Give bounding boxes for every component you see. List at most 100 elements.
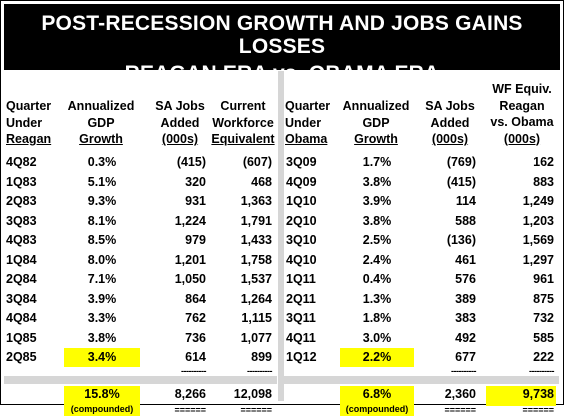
reagan-jobs-cell: 864	[185, 291, 206, 306]
reagan-wf-cell: 1,537	[240, 272, 272, 286]
reagan-total-jobs: 8,266	[174, 386, 206, 401]
obama-gdp-header: Annualized GDP Growth	[342, 99, 410, 146]
obama-total-jobs: 2,360	[444, 386, 476, 401]
obama-wf-cell: 585	[533, 330, 554, 345]
obama-gdp-cell: 2.2%	[340, 348, 414, 367]
reagan-wf-cell: 899	[251, 350, 272, 364]
obama-jobs-cell: (769)	[446, 155, 476, 169]
reagan-wf-cell: 1,758	[240, 252, 272, 267]
reagan-wf-cell: (607)	[242, 155, 272, 169]
obama-wf-cell: 875	[533, 291, 554, 306]
panel-divider	[278, 71, 284, 401]
reagan-wf-cell: 468	[251, 174, 272, 189]
obama-q-cell: 4Q11	[286, 330, 316, 345]
title-line-1: POST-RECESSION GROWTH AND JOBS GAINS LOS…	[41, 12, 523, 58]
obama-q-cell: 4Q09	[286, 174, 317, 189]
reagan-wf-cell: 1,433	[240, 233, 272, 247]
obama-jobs-cell: 383	[455, 311, 476, 325]
obama-wf-cell: 162	[533, 155, 554, 169]
reagan-wf-dash: ----------	[247, 365, 272, 376]
reagan-jobs-cell: 614	[185, 350, 206, 364]
obama-q-cell: 1Q10	[286, 194, 317, 208]
obama-quarter-header: Quarter Under Obama	[285, 99, 331, 146]
reagan-wf-cell: 1,077	[240, 330, 272, 345]
reagan-gdp-cell: 3.4%	[64, 348, 140, 367]
reagan-q-cell: 1Q85	[6, 330, 37, 345]
obama-jobs-dash: ----------	[451, 365, 476, 376]
obama-jobs-header: SA Jobs Added (000s)	[425, 99, 475, 146]
reagan-gdp-cell: 3.9%	[87, 291, 117, 306]
reagan-gdp-cell: 8.0%	[87, 252, 117, 267]
reagan-jobs-equals: ======	[174, 404, 206, 415]
reagan-wf-cell: 1,115	[241, 311, 272, 325]
obama-gdp-cell: 1.7%	[362, 155, 392, 169]
reagan-jobs-cell: 320	[185, 174, 206, 189]
reagan-jobs-cell: 1,201	[174, 252, 206, 267]
obama-q-cell: 2Q11	[286, 291, 316, 306]
reagan-gdp-cell: 9.3%	[87, 194, 117, 208]
reagan-gdp-cell: 3.3%	[87, 311, 117, 325]
obama-gdp-cell: 1.3%	[362, 291, 392, 306]
obama-total-wf-box	[486, 385, 556, 406]
obama-gray-band	[283, 375, 559, 384]
obama-q-cell: 3Q10	[286, 233, 317, 247]
obama-jobs-cell: (415)	[446, 174, 476, 189]
reagan-jobs-cell: (415)	[176, 155, 206, 169]
reagan-q-cell: 2Q84	[6, 272, 37, 286]
obama-gdp-cell: 3.0%	[362, 330, 392, 345]
obama-jobs-equals: ======	[444, 404, 476, 415]
reagan-jobs-dash: ----------	[181, 365, 206, 376]
obama-wf-cell: 1,297	[522, 252, 554, 267]
reagan-wf-cell: 1,264	[240, 291, 272, 306]
obama-jobs-cell: 114	[455, 194, 476, 208]
reagan-gdp-cell: 5.1%	[87, 174, 117, 189]
obama-jobs-cell: (136)	[446, 233, 476, 247]
obama-gdp-cell: 1.8%	[362, 311, 392, 325]
obama-jobs-cell: 576	[455, 272, 476, 286]
obama-jobs-cell: 677	[455, 350, 476, 364]
obama-wf-cell: 732	[533, 311, 554, 325]
reagan-jobs-cell: 931	[185, 194, 206, 208]
obama-jobs-cell: 389	[455, 291, 476, 306]
reagan-q-cell: 4Q82	[6, 155, 37, 169]
obama-wf-cell: 1,249	[522, 194, 554, 208]
reagan-jobs-cell: 1,224	[174, 213, 206, 228]
reagan-wf-cell: 1,363	[240, 194, 272, 208]
reagan-wf-cell: 1,791	[240, 213, 272, 228]
obama-jobs-cell: 461	[455, 252, 476, 267]
reagan-total-gdp: 15.8%	[84, 386, 120, 401]
obama-jobs-cell: 492	[455, 330, 476, 345]
reagan-jobs-cell: 979	[185, 233, 206, 247]
obama-wf-cell: 222	[533, 350, 554, 364]
reagan-jobs-cell: 1,050	[174, 272, 206, 286]
reagan-jobs-cell: 762	[185, 311, 206, 325]
reagan-q-cell: 1Q83	[6, 174, 37, 189]
reagan-gdp-cell: 7.1%	[87, 272, 117, 286]
obama-gdp-cell: 2.5%	[362, 233, 392, 247]
reagan-q-cell: 1Q84	[6, 252, 37, 267]
obama-wf-cell: 1,203	[522, 213, 554, 228]
reagan-q-cell: 4Q83	[6, 233, 37, 247]
reagan-jobs-header: SA Jobs Added (000s)	[155, 99, 205, 146]
reagan-gdp-cell: 3.8%	[87, 330, 117, 345]
reagan-gdp-cell: 0.3%	[87, 155, 117, 169]
reagan-gdp-cell: 8.5%	[87, 233, 117, 247]
reagan-gray-band	[4, 375, 277, 384]
obama-wf-cell: 883	[533, 174, 554, 189]
obama-gdp-cell: 3.9%	[362, 194, 392, 208]
obama-gdp-cell: 2.4%	[362, 252, 392, 267]
reagan-q-cell: 3Q84	[6, 291, 37, 306]
obama-wf-equals: ======	[522, 404, 554, 415]
obama-wf-cell: 1,569	[522, 233, 554, 247]
obama-total-gdp: 6.8%	[362, 386, 392, 401]
reagan-total-wf: 12,098	[233, 386, 272, 401]
obama-total-wf: 9,738	[522, 386, 554, 401]
reagan-jobs-cell: 736	[185, 330, 206, 345]
reagan-gdp-header: Annualized GDP Growth	[67, 99, 135, 146]
reagan-quarter-header: Quarter Under Reagan	[6, 99, 52, 146]
obama-total-gdp-note: (compounded)	[345, 403, 409, 414]
obama-q-cell: 1Q11	[286, 272, 316, 286]
reagan-q-cell: 3Q83	[6, 213, 37, 228]
reagan-q-cell: 2Q83	[6, 194, 37, 208]
obama-jobs-cell: 588	[455, 213, 476, 228]
